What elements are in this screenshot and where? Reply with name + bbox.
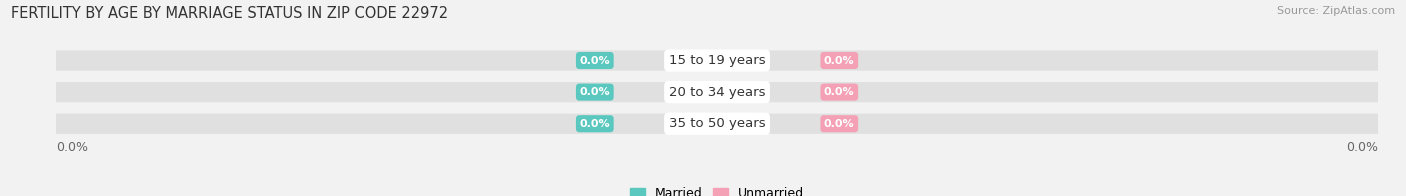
FancyBboxPatch shape (37, 114, 1398, 134)
Text: 0.0%: 0.0% (579, 55, 610, 65)
Text: FERTILITY BY AGE BY MARRIAGE STATUS IN ZIP CODE 22972: FERTILITY BY AGE BY MARRIAGE STATUS IN Z… (11, 6, 449, 21)
Text: 0.0%: 0.0% (56, 141, 89, 154)
Text: 0.0%: 0.0% (1346, 141, 1378, 154)
Legend: Married, Unmarried: Married, Unmarried (626, 182, 808, 196)
Text: 0.0%: 0.0% (824, 55, 855, 65)
Text: 15 to 19 years: 15 to 19 years (669, 54, 765, 67)
FancyBboxPatch shape (37, 50, 1398, 71)
Text: 0.0%: 0.0% (824, 87, 855, 97)
Text: 0.0%: 0.0% (824, 119, 855, 129)
FancyBboxPatch shape (37, 82, 1398, 102)
Text: 0.0%: 0.0% (579, 119, 610, 129)
Text: 35 to 50 years: 35 to 50 years (669, 117, 765, 130)
Text: 20 to 34 years: 20 to 34 years (669, 86, 765, 99)
Text: 0.0%: 0.0% (579, 87, 610, 97)
Text: Source: ZipAtlas.com: Source: ZipAtlas.com (1277, 6, 1395, 16)
